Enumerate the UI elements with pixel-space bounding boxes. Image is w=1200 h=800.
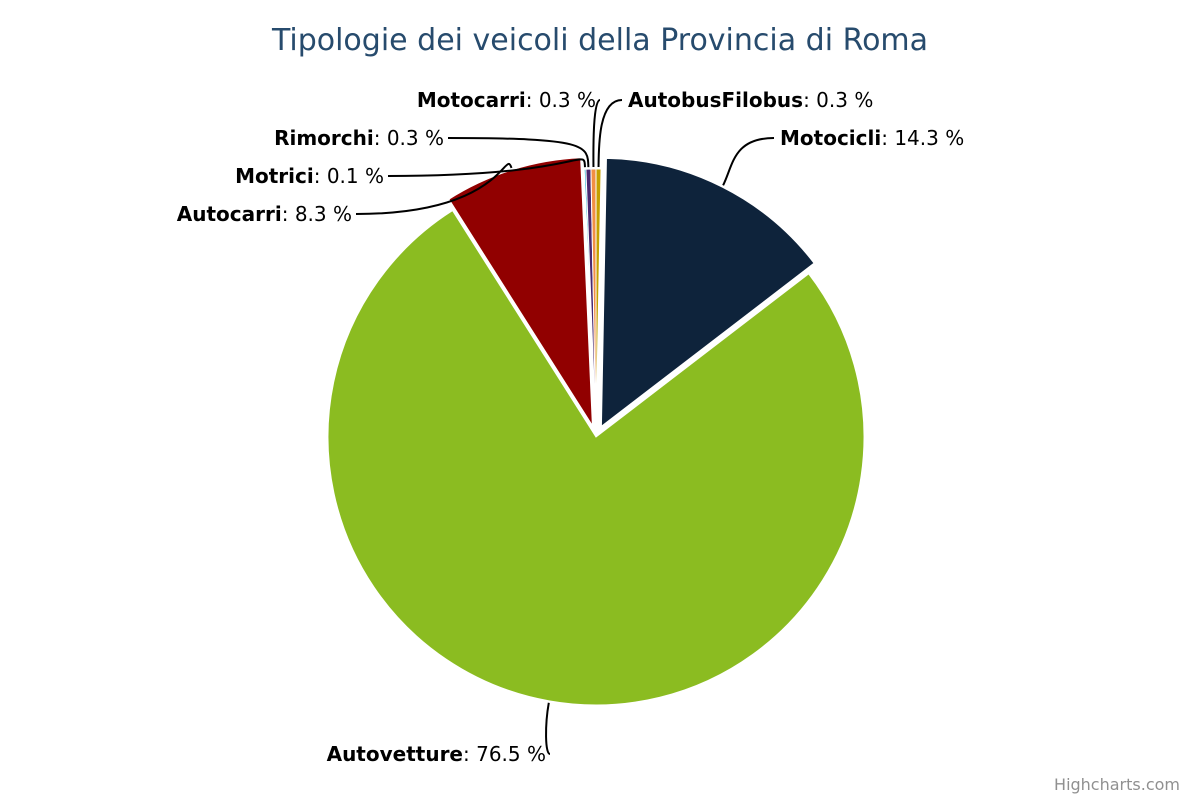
data-label-value: : 0.1 % <box>314 164 384 188</box>
pie-slice-autovetture[interactable] <box>327 209 865 706</box>
data-label-name: Motocarri <box>417 88 526 112</box>
pie-slice-autobusfilobus[interactable] <box>595 168 602 438</box>
data-label-motocicli: Motocicli: 14.3 % <box>780 126 964 150</box>
data-label-value: : 0.3 % <box>526 88 596 112</box>
pie-slices <box>327 157 865 706</box>
data-label-name: Motrici <box>235 164 314 188</box>
data-label-name: AutobusFilobus <box>628 88 803 112</box>
connector-motocicli <box>722 137 775 186</box>
data-label-rimorchi: Rimorchi: 0.3 % <box>274 126 444 150</box>
data-labels: AutobusFilobus: 0.3 %Motocicli: 14.3 %Au… <box>177 88 964 766</box>
data-label-name: Autovetture <box>327 742 463 766</box>
data-label-motrici: Motrici: 0.1 % <box>235 164 384 188</box>
data-label-value: : 0.3 % <box>803 88 873 112</box>
connector-autovetture <box>545 702 551 755</box>
pie-slice-motocicli[interactable] <box>600 157 815 428</box>
data-label-name: Autocarri <box>177 202 282 226</box>
connector-motocarri <box>592 99 601 168</box>
data-label-motocarri: Motocarri: 0.3 % <box>417 88 596 112</box>
data-label-value: : 14.3 % <box>881 126 964 150</box>
data-label-autobusfilobus: AutobusFilobus: 0.3 % <box>628 88 873 112</box>
pie-slice-motocarri[interactable] <box>590 168 597 438</box>
data-label-value: : 0.3 % <box>374 126 444 150</box>
label-connectors <box>355 99 775 755</box>
data-label-value: : 8.3 % <box>282 202 352 226</box>
data-label-name: Motocicli <box>780 126 881 150</box>
connector-motrici <box>387 158 586 177</box>
data-label-name: Rimorchi <box>274 126 374 150</box>
data-label-value: : 76.5 % <box>463 742 546 766</box>
data-label-autovetture: Autovetture: 76.5 % <box>327 742 546 766</box>
data-label-autocarri: Autocarri: 8.3 % <box>177 202 352 226</box>
connector-rimorchi <box>447 137 590 168</box>
connector-autobusfilobus <box>597 99 623 168</box>
chart-title: Tipologie dei veicoli della Provincia di… <box>271 23 928 58</box>
credits-link[interactable]: Highcharts.com <box>1054 775 1180 794</box>
connector-autocarri <box>355 162 513 215</box>
